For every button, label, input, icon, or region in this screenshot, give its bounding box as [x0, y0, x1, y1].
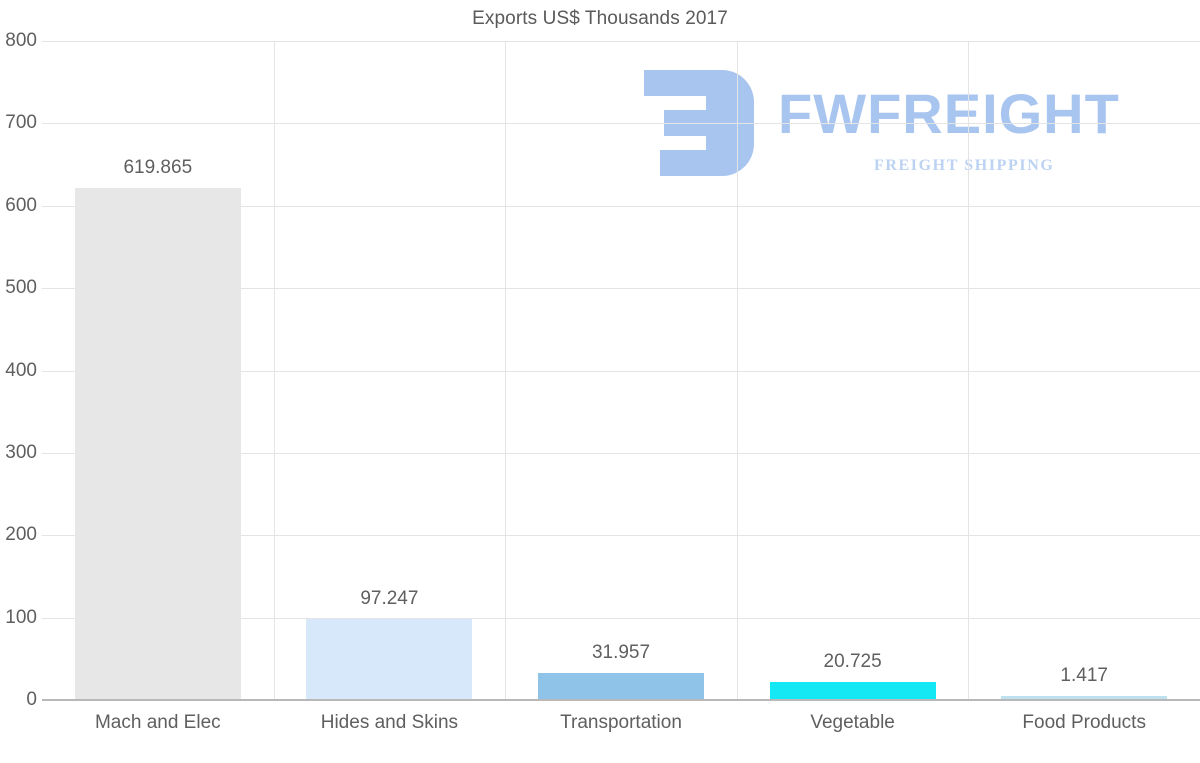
gridline-vertical: [505, 41, 506, 700]
bar-value-label: 31.957: [591, 641, 651, 663]
bar[interactable]: [306, 618, 473, 699]
gridline-vertical: [968, 41, 969, 700]
y-axis-tick-label: 100: [5, 606, 37, 628]
bar[interactable]: [538, 672, 704, 699]
bar-value-label: 20.725: [823, 650, 882, 672]
gridline-horizontal: [42, 123, 1200, 125]
y-axis-tick-label: 800: [5, 30, 37, 51]
gridline-horizontal: [42, 617, 1200, 619]
x-axis-tick-label: Mach and Elec: [94, 712, 221, 733]
chart-title: Exports US$ Thousands 2017: [472, 8, 728, 29]
gridline-horizontal: [42, 452, 1200, 454]
x-axis-tick-label: Transportation: [560, 712, 682, 733]
bar-value-label: 1.417: [1060, 665, 1108, 686]
y-axis-tick-label: 400: [5, 359, 37, 381]
x-axis-line: [42, 699, 1200, 700]
gridline-horizontal: [42, 41, 1200, 42]
y-axis-tick-label: 300: [5, 441, 37, 463]
gridline-horizontal: [42, 370, 1200, 372]
bar[interactable]: [769, 681, 936, 699]
x-axis-tick-label: Food Products: [1022, 712, 1146, 733]
gridline-horizontal: [42, 205, 1200, 207]
gridline-horizontal: [42, 700, 1200, 701]
y-axis-tick-label: 0: [26, 689, 37, 710]
y-axis-tick-label: 500: [5, 277, 37, 299]
gridline-vertical: [737, 41, 738, 700]
x-axis-tick-label: Hides and Skins: [320, 712, 459, 733]
bar-value-label: 619.865: [123, 157, 193, 179]
y-axis-tick-label: 700: [5, 112, 37, 134]
gridline-horizontal: [42, 288, 1200, 290]
plot-area: 619.865 97.247 31.957 20.725 1.417: [42, 41, 1200, 701]
bar[interactable]: [74, 188, 241, 699]
y-axis-tick-label: 600: [5, 194, 37, 216]
gridline-horizontal: [42, 535, 1200, 537]
bar-value-label: 97.247: [360, 587, 419, 609]
x-axis-tick-label: Vegetable: [810, 712, 895, 733]
bar[interactable]: [1001, 696, 1168, 699]
y-axis-tick-label: 200: [5, 524, 37, 546]
gridline-vertical: [274, 41, 275, 700]
